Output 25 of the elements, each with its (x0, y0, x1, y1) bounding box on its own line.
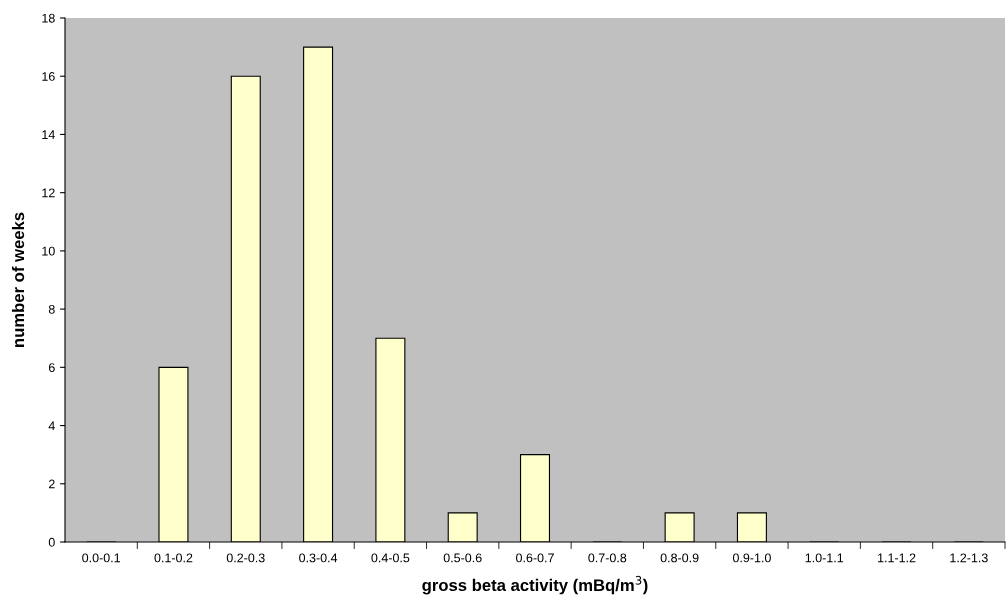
x-tick-label: 0.4-0.5 (371, 553, 410, 563)
x-tick-label: 0.3-0.4 (299, 553, 338, 563)
y-tick-label: 12 (42, 188, 55, 198)
y-tick-label: 4 (48, 421, 55, 431)
x-tick-label: 0.7-0.8 (588, 553, 627, 563)
x-tick-label: 1.0-1.1 (805, 553, 844, 563)
x-tick-label: 0.1-0.2 (154, 553, 193, 563)
x-tick-label: 0.5-0.6 (443, 553, 482, 563)
y-tick-label: 6 (48, 363, 55, 372)
y-tick-label: 8 (48, 304, 55, 314)
x-tick-label: 0.9-1.0 (732, 553, 771, 563)
x-tick-label: 0.6-0.7 (516, 553, 554, 563)
y-tick-label: 0 (48, 537, 55, 547)
y-tick-label: 16 (42, 72, 55, 81)
x-tick-label: 1.1-1.2 (878, 553, 916, 563)
y-tick-label: 18 (42, 13, 55, 23)
y-tick-label: 14 (42, 130, 55, 139)
x-tick-label: 0.2-0.3 (226, 553, 265, 563)
x-tick-label: 0.8-0.9 (660, 553, 699, 563)
y-tick-label: 10 (42, 246, 55, 256)
x-tick-label: 0.0-0.1 (82, 553, 120, 563)
y-axis-title: number of weeks (11, 212, 25, 347)
y-tick-label: 2 (48, 479, 55, 489)
x-axis-title: gross beta activity (mBq/m$^{3}$) (422, 575, 648, 595)
x-tick-label: 1.2-1.3 (950, 553, 988, 563)
